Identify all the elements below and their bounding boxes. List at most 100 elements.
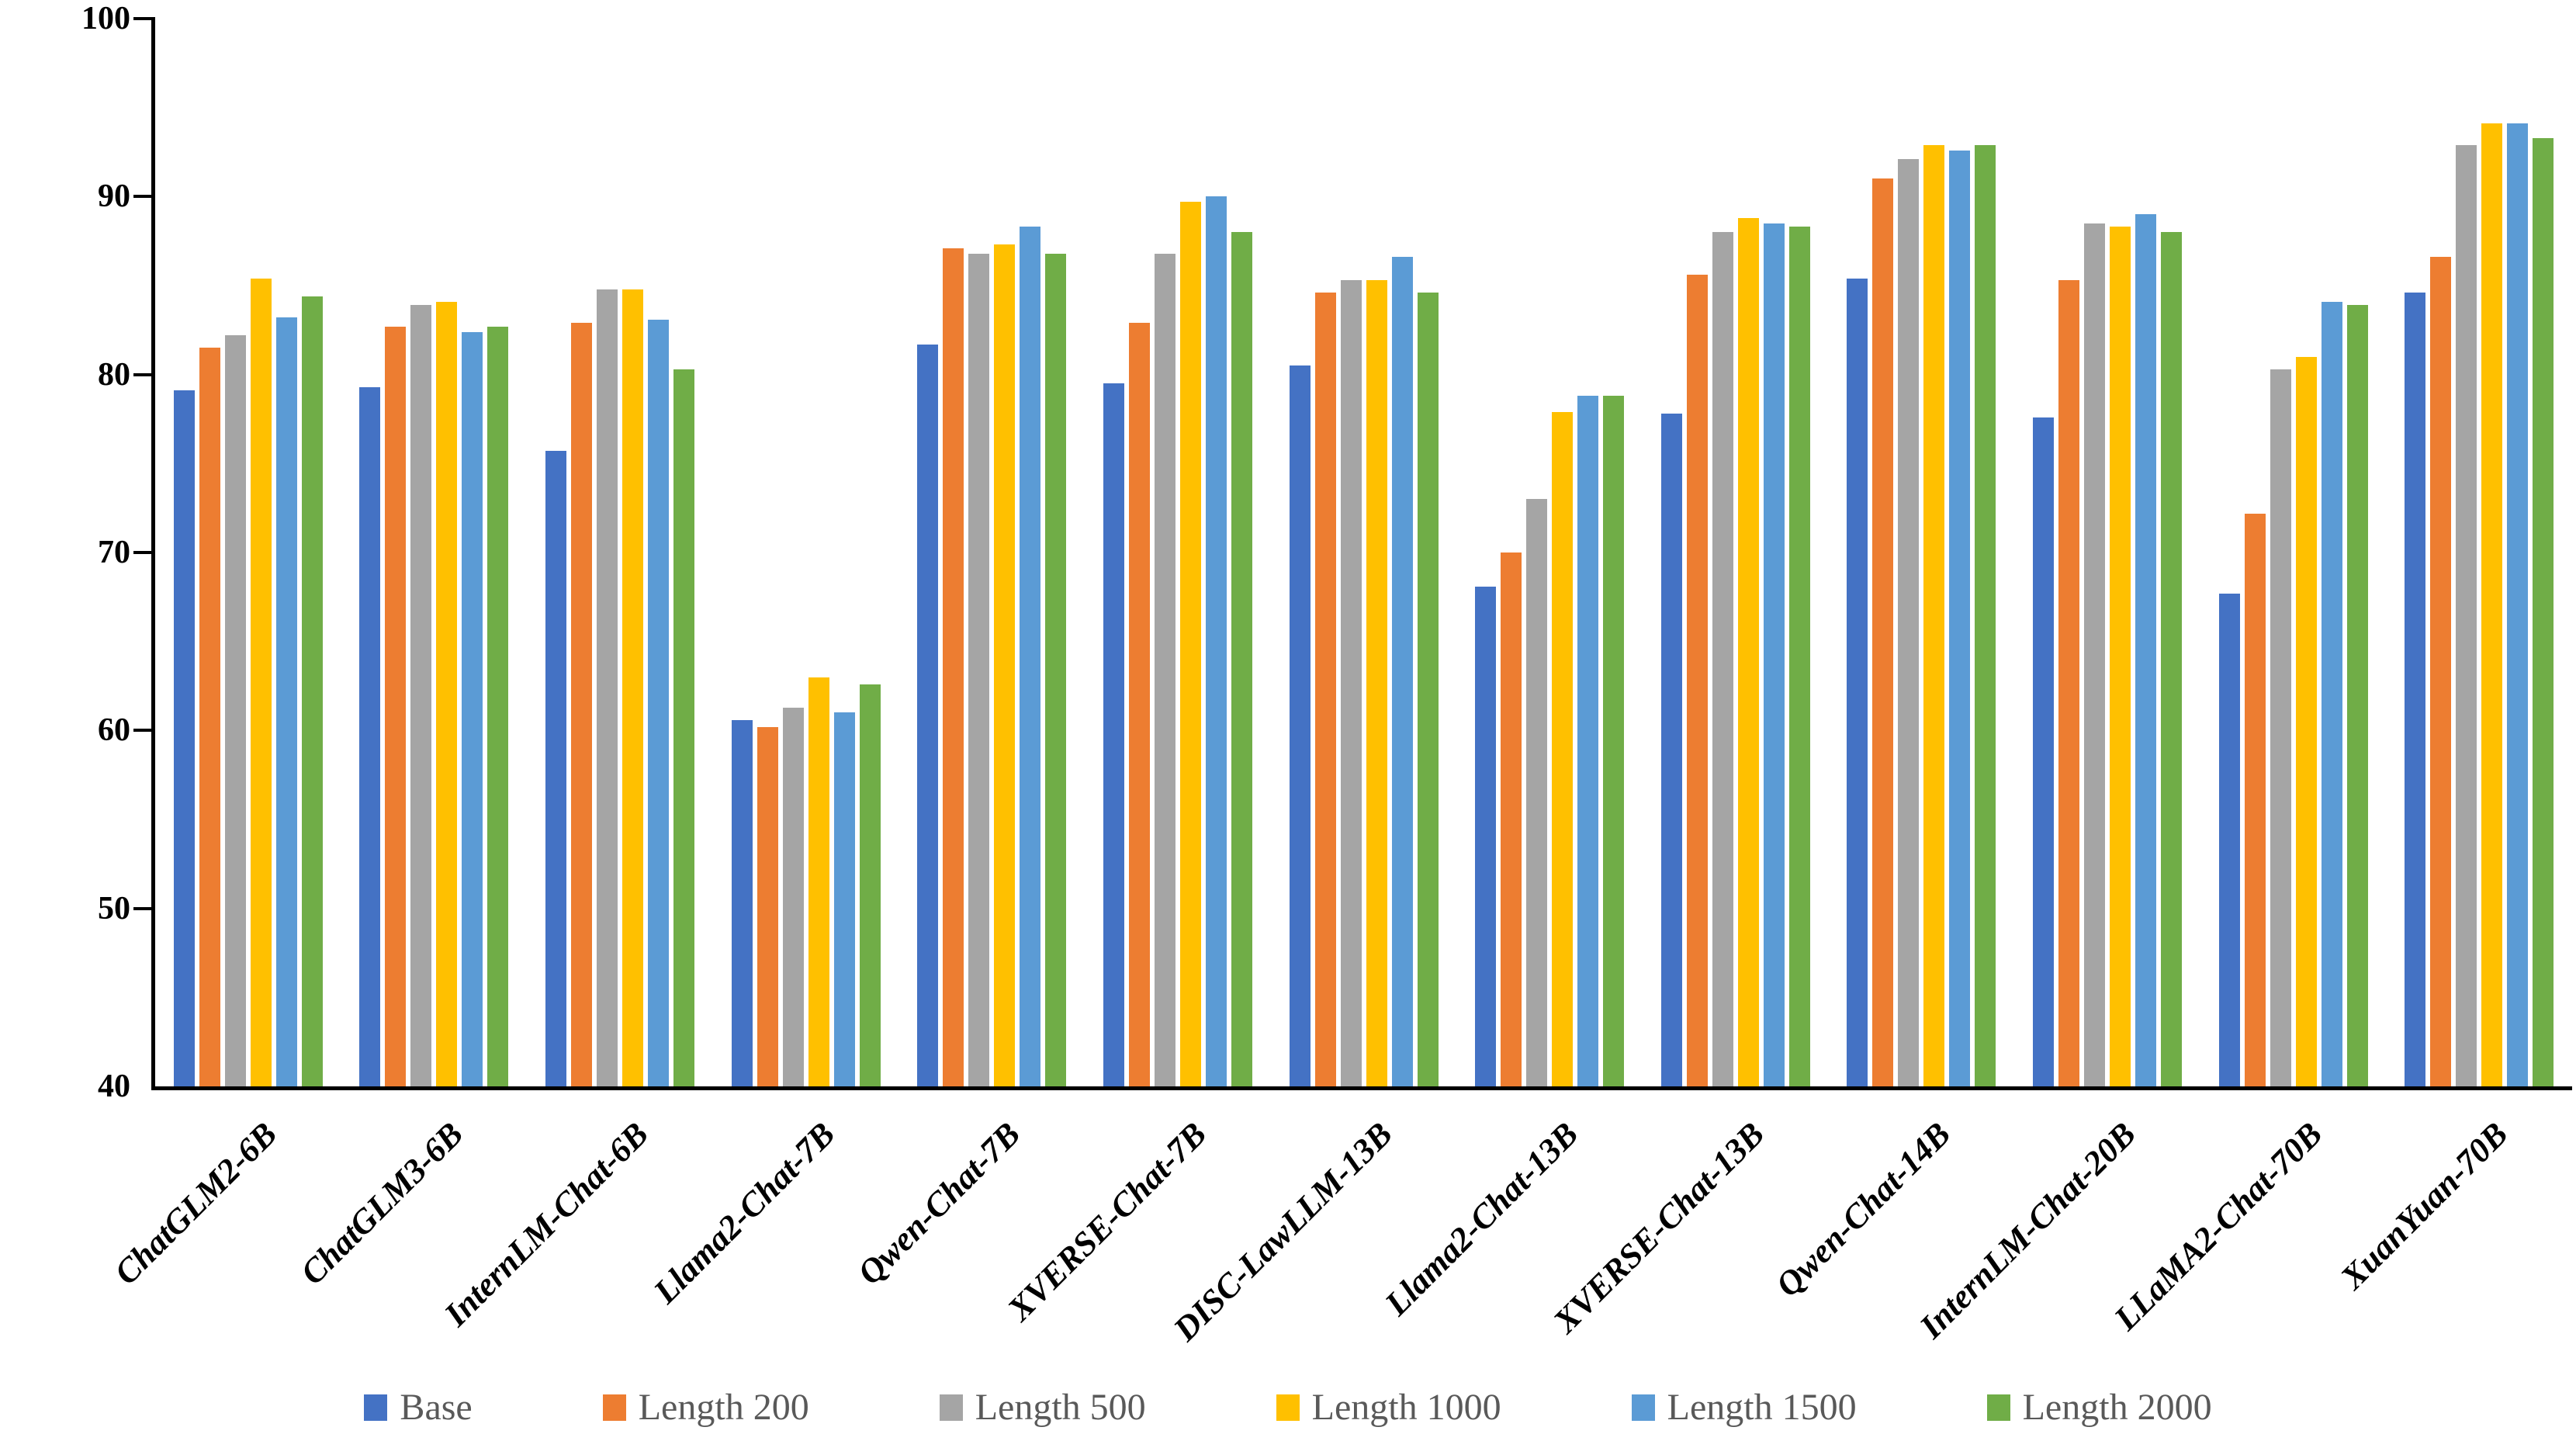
bar-length-2000-llama2-chat-13b: [1603, 396, 1624, 1086]
bar-length-200-xuanyuan-70b: [2430, 257, 2451, 1086]
x-category-label: XuanYuan-70B: [2333, 1114, 2515, 1297]
bar-length-200-chatglm2-6b: [199, 348, 220, 1086]
legend-swatch-icon: [1631, 1394, 1655, 1421]
y-tick-mark: [133, 729, 155, 733]
bar-length-1500-qwen-chat-7b: [1020, 227, 1040, 1086]
x-category-label: Qwen-Chat-7B: [850, 1114, 1028, 1292]
y-tick-mark: [133, 17, 155, 20]
bar-base-chatglm2-6b: [174, 390, 195, 1086]
bar-length-200-qwen-chat-7b: [943, 248, 964, 1086]
bar-length-500-qwen-chat-7b: [968, 254, 989, 1086]
bar-base-llama2-chat-70b: [2219, 594, 2240, 1086]
bar-length-1500-qwen-chat-14b: [1949, 151, 1970, 1086]
bar-base-disc-lawllm-13b: [1290, 365, 1311, 1086]
bar-base-chatglm3-6b: [359, 387, 380, 1086]
x-category-label: ChatGLM2-6B: [106, 1114, 285, 1292]
bar-length-1000-chatglm3-6b: [436, 302, 457, 1086]
bar-length-500-llama2-chat-70b: [2270, 369, 2291, 1086]
y-tick-mark: [133, 195, 155, 199]
bar-length-500-disc-lawllm-13b: [1341, 280, 1362, 1086]
bar-length-200-llama2-chat-70b: [2245, 514, 2266, 1086]
x-category-label: Llama2-Chat-13B: [1377, 1114, 1586, 1323]
bar-length-200-chatglm3-6b: [385, 327, 406, 1086]
bar-length-200-qwen-chat-14b: [1872, 178, 1893, 1086]
legend-swatch-icon: [939, 1394, 963, 1421]
bar-length-1500-internlm-chat-20b: [2135, 214, 2156, 1086]
bar-length-1500-llama2-chat-13b: [1577, 396, 1598, 1086]
x-axis-line: [151, 1086, 2572, 1090]
x-category-label: LLaMA2-Chat-70B: [2106, 1114, 2329, 1338]
y-tick-label-40: 40: [98, 1069, 130, 1104]
y-tick-label-100: 100: [81, 1, 130, 36]
bar-length-500-xverse-chat-7b: [1155, 254, 1175, 1086]
legend-item-length-2000: Length 2000: [1986, 1387, 2212, 1428]
legend: Base Length 200 Length 500 Length 1000 Lengt…: [0, 1383, 2576, 1432]
bar-length-2000-llama2-chat-7b: [860, 684, 881, 1086]
bar-length-1500-disc-lawllm-13b: [1392, 257, 1413, 1086]
bar-length-500-qwen-chat-14b: [1898, 159, 1919, 1086]
bar-length-1500-internlm-chat-6b: [648, 320, 669, 1086]
bar-length-1500-xuanyuan-70b: [2507, 123, 2528, 1086]
bar-length-2000-internlm-chat-6b: [673, 369, 694, 1086]
bar-length-500-llama2-chat-7b: [783, 708, 804, 1086]
bar-base-xuanyuan-70b: [2405, 293, 2425, 1086]
legend-label: Length 500: [975, 1387, 1146, 1428]
bar-base-internlm-chat-20b: [2033, 417, 2054, 1086]
bar-length-500-internlm-chat-20b: [2084, 223, 2105, 1086]
legend-item-length-1500: Length 1500: [1631, 1387, 1857, 1428]
bar-length-2000-qwen-chat-14b: [1975, 145, 1996, 1086]
bar-length-500-xverse-chat-13b: [1712, 232, 1733, 1086]
legend-item-length-1000: Length 1000: [1276, 1389, 1501, 1426]
bar-length-2000-qwen-chat-7b: [1045, 254, 1066, 1086]
bar-length-200-llama2-chat-13b: [1501, 552, 1522, 1086]
bar-length-200-internlm-chat-6b: [571, 323, 592, 1086]
bar-length-2000-llama2-chat-70b: [2347, 305, 2368, 1086]
bar-length-200-xverse-chat-7b: [1129, 323, 1150, 1086]
legend-item-length-500: Length 500: [939, 1387, 1146, 1428]
legend-label: Length 1500: [1667, 1387, 1857, 1428]
bar-length-500-chatglm2-6b: [225, 335, 246, 1086]
plot-area: [155, 19, 2572, 1086]
bar-base-xverse-chat-7b: [1103, 383, 1124, 1086]
legend-label: Length 2000: [2022, 1387, 2212, 1428]
bar-length-500-chatglm3-6b: [410, 305, 431, 1086]
bar-base-xverse-chat-13b: [1661, 414, 1682, 1086]
bar-length-2000-chatglm2-6b: [302, 296, 323, 1086]
bar-length-1000-internlm-chat-20b: [2110, 227, 2131, 1086]
bar-base-internlm-chat-6b: [545, 451, 566, 1086]
y-tick-label-90: 90: [98, 178, 130, 215]
bar-length-2000-chatglm3-6b: [487, 327, 508, 1086]
x-category-label: ChatGLM3-6B: [293, 1114, 470, 1292]
bar-length-1000-qwen-chat-14b: [1923, 145, 1944, 1086]
bar-length-1500-llama2-chat-7b: [834, 712, 855, 1086]
bar-length-1500-llama2-chat-70b: [2322, 302, 2342, 1086]
bar-length-1500-chatglm3-6b: [462, 332, 483, 1086]
bar-length-2000-xverse-chat-13b: [1789, 227, 1810, 1086]
bar-length-1000-chatglm2-6b: [251, 279, 272, 1086]
legend-swatch-icon: [1276, 1394, 1300, 1421]
legend-swatch-icon: [1986, 1394, 2010, 1421]
bar-length-1000-xverse-chat-7b: [1180, 202, 1201, 1086]
legend-item-base: Base: [364, 1389, 473, 1426]
legend-item-length-200: Length 200: [602, 1387, 809, 1428]
bar-length-200-internlm-chat-20b: [2058, 280, 2079, 1086]
y-tick-mark: [133, 372, 155, 376]
bar-length-1000-xuanyuan-70b: [2481, 123, 2502, 1086]
bar-length-2000-disc-lawllm-13b: [1418, 293, 1439, 1086]
bar-base-qwen-chat-14b: [1847, 279, 1868, 1086]
y-tick-mark: [133, 551, 155, 554]
bar-length-200-xverse-chat-13b: [1687, 275, 1708, 1086]
x-category-label: Qwen-Chat-14B: [1768, 1114, 1958, 1304]
y-tick-label-70: 70: [98, 535, 130, 570]
bar-length-500-xuanyuan-70b: [2456, 145, 2477, 1086]
legend-label: Length 200: [638, 1387, 809, 1428]
bar-length-1000-internlm-chat-6b: [622, 289, 643, 1086]
bar-length-1000-llama2-chat-70b: [2296, 357, 2317, 1086]
bar-length-500-llama2-chat-13b: [1526, 499, 1547, 1086]
bar-length-2000-xverse-chat-7b: [1231, 232, 1252, 1086]
y-tick-label-60: 60: [98, 712, 130, 749]
legend-swatch-icon: [364, 1394, 388, 1421]
bar-length-1500-xverse-chat-7b: [1206, 196, 1227, 1086]
bar-length-2000-xuanyuan-70b: [2533, 138, 2553, 1086]
bar-length-2000-internlm-chat-20b: [2161, 232, 2182, 1086]
